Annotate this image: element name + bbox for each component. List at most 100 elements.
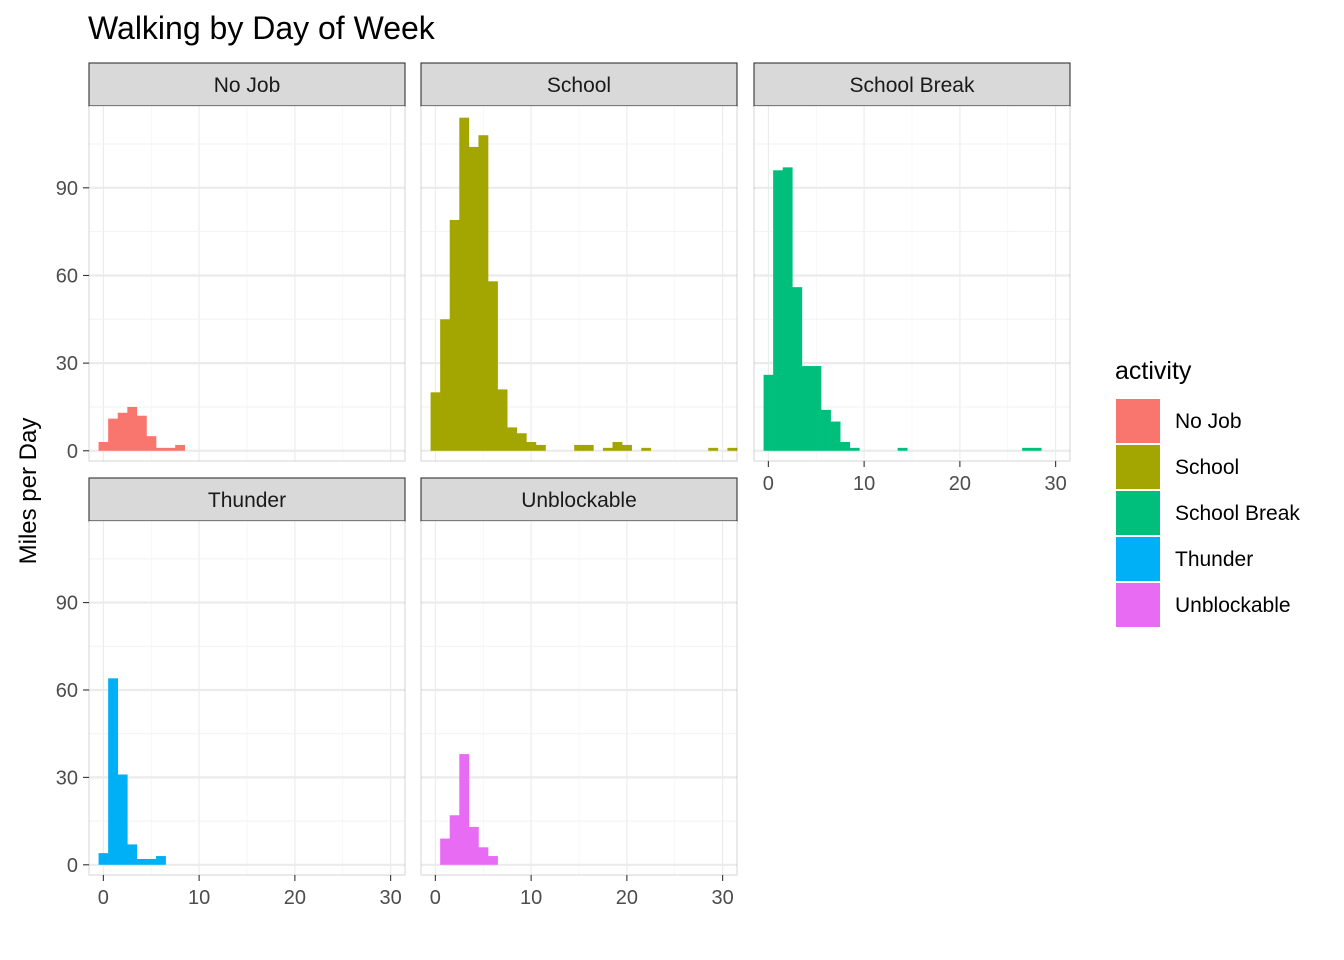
bar-unblockable <box>478 847 489 865</box>
bar-school <box>478 135 489 451</box>
x-tick-label: 20 <box>616 887 638 909</box>
bar-school-break <box>773 170 784 451</box>
bar-school <box>497 389 508 451</box>
bar-school-break <box>763 374 774 451</box>
strip-unblockable <box>420 477 738 522</box>
bar-unblockable <box>468 826 479 865</box>
x-tick-label: 20 <box>284 887 306 909</box>
facet-panels: No Job 0 30 60 90 School School Break 0 10 20 30 Th… <box>56 62 1071 909</box>
bar-school-break <box>830 421 841 451</box>
bar-thunder <box>117 774 128 865</box>
bar-unblockable <box>459 754 470 865</box>
legend-label-thunder: Thunder <box>1175 548 1253 571</box>
panel-border <box>88 105 406 462</box>
legend: activity No Job School School Break Thunder… <box>1115 357 1300 627</box>
bar-thunder <box>136 858 147 865</box>
bar-school-break <box>1031 447 1042 451</box>
bar-school <box>602 447 613 451</box>
panel-border <box>420 520 738 876</box>
bar-unblockable <box>488 856 498 865</box>
legend-swatch-school <box>1116 445 1160 489</box>
bar-school <box>430 392 441 451</box>
bar-thunder <box>146 858 157 865</box>
bar-school <box>583 444 594 451</box>
bar-school <box>488 281 498 451</box>
bar-school <box>526 442 537 451</box>
strip-label-unblockable: Unblockable <box>521 489 637 512</box>
x-tick-label: 0 <box>98 887 109 909</box>
bar-no-job <box>175 444 186 451</box>
bar-school-break <box>897 447 908 451</box>
y-tick-label: 0 <box>67 855 78 877</box>
bar-no-job <box>98 442 109 451</box>
panel-thunder: Thunder 0 30 60 90 0 10 20 30 <box>56 477 406 909</box>
bar-thunder <box>108 678 119 865</box>
bar-no-job <box>117 412 128 451</box>
strip-label-no-job: No Job <box>214 74 281 97</box>
x-tick-label: 10 <box>853 473 875 495</box>
bar-no-job <box>127 406 138 451</box>
strip-label-school: School <box>547 74 611 97</box>
y-tick-label: 60 <box>56 265 78 287</box>
legend-label-school-break: School Break <box>1175 502 1300 525</box>
legend-swatch-unblockable <box>1116 583 1160 627</box>
panel-school: School <box>420 62 738 462</box>
strip-no-job <box>88 62 406 107</box>
legend-label-unblockable: Unblockable <box>1175 594 1291 617</box>
y-tick-label: 90 <box>56 178 78 200</box>
legend-title: activity <box>1115 357 1192 385</box>
panel-unblockable: Unblockable 0 10 20 30 <box>420 477 738 909</box>
legend-label-school: School <box>1175 456 1239 479</box>
x-tick-label: 20 <box>949 473 971 495</box>
bar-no-job <box>165 447 176 451</box>
y-tick-label: 0 <box>67 441 78 463</box>
bar-thunder <box>127 844 138 865</box>
panel-school-break: School Break 0 10 20 30 <box>753 62 1071 495</box>
bar-school <box>708 447 719 451</box>
panel-no-job: No Job 0 30 60 90 <box>56 62 406 463</box>
y-tick-label: 60 <box>56 680 78 702</box>
x-tick-label: 30 <box>1045 473 1067 495</box>
y-axis-title: Miles per Day <box>15 418 42 565</box>
y-tick-label: 30 <box>56 767 78 789</box>
bar-school <box>440 319 451 451</box>
bar-school-break <box>840 442 851 451</box>
bar-school-break <box>782 167 793 451</box>
legend-swatch-thunder <box>1116 537 1160 581</box>
panel-border <box>420 105 738 462</box>
bar-no-job <box>146 436 157 451</box>
x-tick-label: 0 <box>763 473 774 495</box>
strip-thunder <box>88 477 406 522</box>
strip-label-school-break: School Break <box>850 74 975 97</box>
bar-school <box>622 444 632 451</box>
bar-school-break <box>1022 447 1032 451</box>
bar-school-break <box>792 287 803 451</box>
y-tick-label: 90 <box>56 593 78 615</box>
legend-swatch-no-job <box>1116 399 1160 443</box>
bar-unblockable <box>440 838 451 865</box>
x-tick-label: 0 <box>430 887 441 909</box>
bar-school-break <box>811 366 822 451</box>
bar-no-job <box>156 447 166 451</box>
bar-school <box>459 117 470 451</box>
legend-swatch-school-break <box>1116 491 1160 535</box>
bar-thunder <box>156 856 166 865</box>
bar-school <box>468 146 479 451</box>
bar-no-job <box>136 415 147 451</box>
panel-border <box>753 105 1071 462</box>
strip-label-thunder: Thunder <box>208 489 286 512</box>
strip-school-break <box>753 62 1071 107</box>
bar-school <box>641 447 652 451</box>
bar-unblockable <box>449 815 460 865</box>
bar-school <box>535 444 546 451</box>
x-tick-label: 30 <box>380 887 402 909</box>
strip-school <box>420 62 738 107</box>
bar-school-break <box>821 409 831 451</box>
chart-title: Walking by Day of Week <box>88 10 436 46</box>
x-tick-label: 30 <box>712 887 734 909</box>
legend-label-no-job: No Job <box>1175 410 1242 433</box>
y-tick-label: 30 <box>56 353 78 375</box>
bar-school-break <box>849 447 860 451</box>
bar-school <box>516 433 527 451</box>
x-tick-label: 10 <box>520 887 542 909</box>
